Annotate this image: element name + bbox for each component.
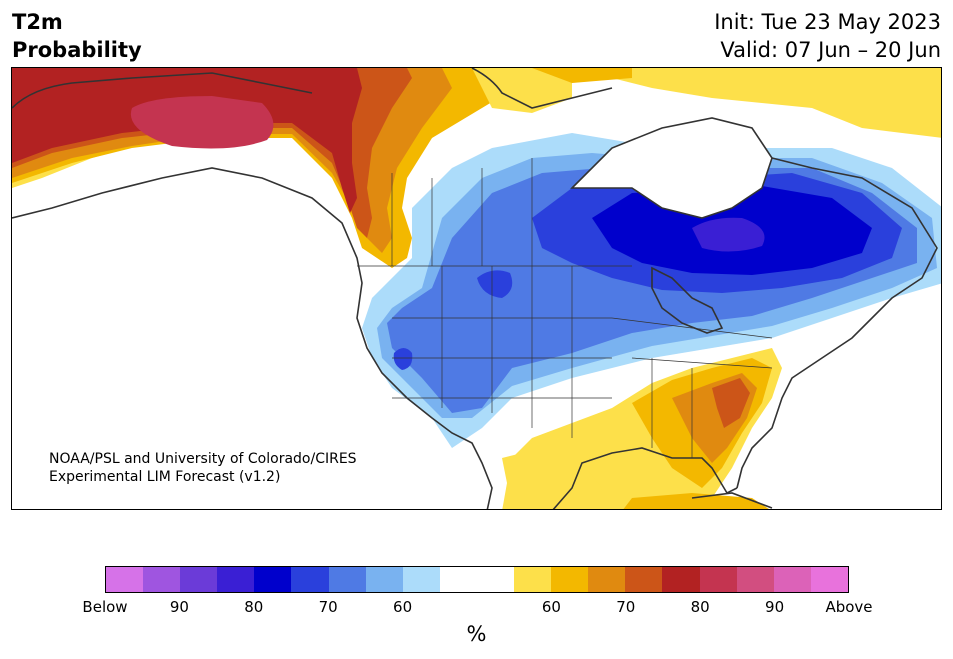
colorbar-cell — [773, 567, 811, 592]
credit-line-2: Experimental LIM Forecast (v1.2) — [49, 469, 281, 485]
colorbar-cell — [106, 567, 144, 592]
colorbar-cell — [143, 567, 181, 592]
arctic-warm-60 — [472, 68, 941, 138]
cold-spot-west — [477, 270, 513, 298]
hudson-bay — [572, 118, 772, 218]
colorbar-cell — [810, 567, 848, 592]
colorbar-cell — [180, 567, 218, 592]
variable-title: T2m — [12, 10, 63, 34]
colorbar-tick-label: 80 — [244, 598, 264, 616]
init-date: Init: Tue 23 May 2023 — [714, 10, 941, 34]
forecast-map — [11, 67, 942, 510]
colorbar-cell — [476, 567, 515, 592]
cold-shade-85 — [692, 217, 765, 252]
product-title: Probability — [12, 38, 142, 62]
colorbar-tick-label: 80 — [690, 598, 710, 616]
colorbar-cell — [439, 567, 477, 592]
credit-line-1: NOAA/PSL and University of Colorado/CIRE… — [49, 451, 357, 467]
credit-text: NOAA/PSL and University of Colorado/CIRE… — [49, 450, 357, 486]
colorbar-cell — [217, 567, 255, 592]
colorbar — [105, 566, 849, 593]
caribbean-warm — [623, 493, 769, 509]
colorbar-tick-label: 70 — [616, 598, 636, 616]
colorbar-tick-label: 60 — [393, 598, 413, 616]
mexico-warm — [502, 448, 602, 509]
arctic-warm-65 — [532, 68, 632, 83]
colorbar-tick-label: 90 — [765, 598, 785, 616]
colorbar-cell — [588, 567, 626, 592]
colorbar-cell — [291, 567, 329, 592]
colorbar-cell — [402, 567, 440, 592]
map-svg — [12, 68, 941, 509]
colorbar-tick-label: Above — [825, 598, 873, 616]
colorbar-cell — [328, 567, 366, 592]
colorbar-cell — [365, 567, 403, 592]
date-block: Init: Tue 23 May 2023 Valid: 07 Jun – 20… — [714, 8, 941, 64]
colorbar-tick-label: 90 — [169, 598, 189, 616]
colorbar-unit: % — [466, 622, 487, 646]
colorbar-cell — [699, 567, 737, 592]
se-warm-75 — [712, 378, 750, 428]
colorbar-cell — [254, 567, 292, 592]
colorbar-cell — [551, 567, 589, 592]
colorbar-tick-label: Below — [82, 598, 128, 616]
colorbar-cell — [662, 567, 700, 592]
title-block: T2m Probability — [12, 8, 142, 64]
colorbar-cell — [514, 567, 552, 592]
valid-range: Valid: 07 Jun – 20 Jun — [720, 38, 941, 62]
warm-shade-80 — [12, 68, 362, 213]
colorbar-cell — [736, 567, 774, 592]
colorbar-tick-label: 60 — [541, 598, 561, 616]
colorbar-tick-label: 70 — [318, 598, 338, 616]
colorbar-ticks: Below 90 80 70 60 60 70 80 90 Above — [82, 598, 872, 618]
colorbar-cell — [625, 567, 663, 592]
political-borders — [357, 158, 773, 458]
warm-shade-85 — [130, 96, 274, 149]
coastlines — [12, 68, 938, 509]
cold-spot-southwest — [393, 348, 413, 370]
